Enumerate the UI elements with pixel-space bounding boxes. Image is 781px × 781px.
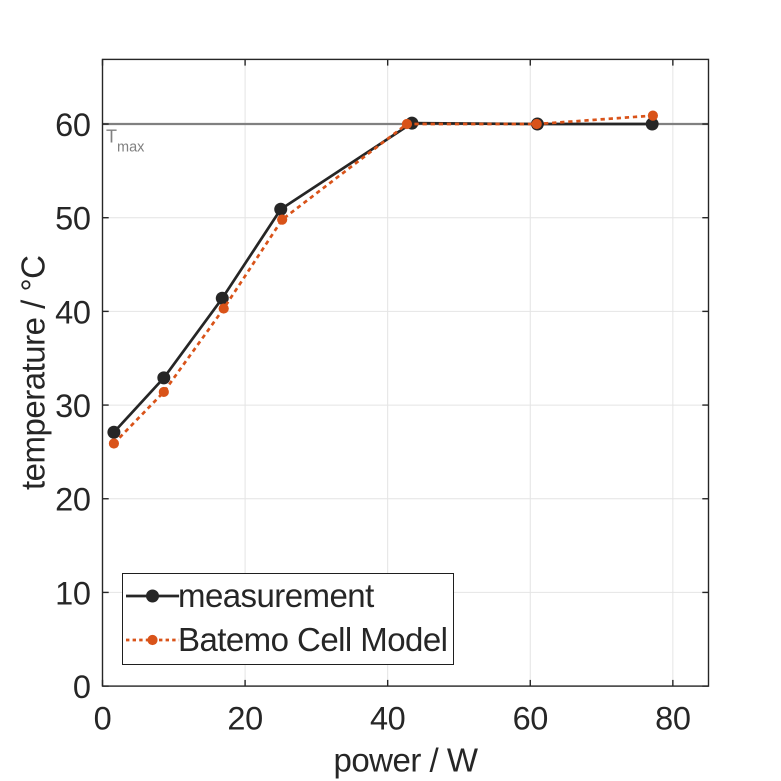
series-marker-1-3 bbox=[277, 214, 288, 225]
series-marker-0-1 bbox=[157, 371, 171, 385]
y-tick-label-60: 60 bbox=[55, 107, 90, 143]
x-tick-label-60: 60 bbox=[513, 701, 548, 737]
series-marker-1-1 bbox=[158, 386, 169, 398]
y-tick-label-20: 20 bbox=[55, 482, 90, 518]
x-axis-label: power / W bbox=[333, 742, 478, 779]
legend-item-measurement: measurement bbox=[123, 574, 454, 618]
legend-item-batemo-cell-model: Batemo Cell Model bbox=[123, 618, 454, 662]
series-marker-1-0 bbox=[108, 438, 120, 449]
series-marker-1-6 bbox=[647, 110, 658, 121]
x-tick-label-40: 40 bbox=[370, 701, 405, 737]
series-marker-0-0 bbox=[107, 425, 121, 439]
x-tick-label-80: 80 bbox=[655, 701, 690, 737]
legend-marker-measurement-icon bbox=[145, 589, 159, 602]
tmax-label-sub: max bbox=[117, 140, 145, 156]
tick-label-layer: 0 20 40 60 80 0 10 20 30 40 50 60 bbox=[55, 107, 691, 737]
series-marker-1-5 bbox=[531, 118, 542, 130]
frame-layer bbox=[101, 58, 710, 687]
x-tick-label-0: 0 bbox=[94, 701, 112, 737]
legend-label-measurement: measurement bbox=[178, 576, 374, 614]
y-axis-label: temperature / °C bbox=[14, 256, 51, 490]
tmax-label-main: T bbox=[106, 127, 117, 147]
y-tick-label-30: 30 bbox=[55, 388, 90, 424]
series-layer bbox=[107, 110, 659, 449]
series-line-1 bbox=[112, 114, 653, 445]
series-marker-0-6 bbox=[645, 117, 659, 131]
series-marker-0-3 bbox=[274, 202, 288, 216]
y-tick-label-50: 50 bbox=[55, 201, 90, 237]
series-marker-1-4 bbox=[401, 118, 413, 130]
series-line-0 bbox=[112, 121, 653, 434]
y-tick-label-0: 0 bbox=[73, 669, 91, 705]
legend-sample-measurement bbox=[125, 589, 179, 602]
x-tick-label-20: 20 bbox=[227, 701, 262, 737]
tmax-annotation-label: Tmax bbox=[106, 127, 145, 156]
legend: measurement Batemo Cell Model bbox=[121, 572, 455, 666]
series-marker-0-2 bbox=[215, 291, 229, 305]
legend-marker-batemo-icon bbox=[147, 634, 158, 645]
y-tick-label-40: 40 bbox=[55, 294, 90, 330]
legend-sample-batemo bbox=[125, 634, 179, 645]
legend-label-batemo: Batemo Cell Model bbox=[178, 620, 448, 658]
axes-box bbox=[101, 58, 710, 687]
y-tick-label-10: 10 bbox=[55, 575, 90, 611]
series-marker-1-2 bbox=[218, 303, 229, 314]
